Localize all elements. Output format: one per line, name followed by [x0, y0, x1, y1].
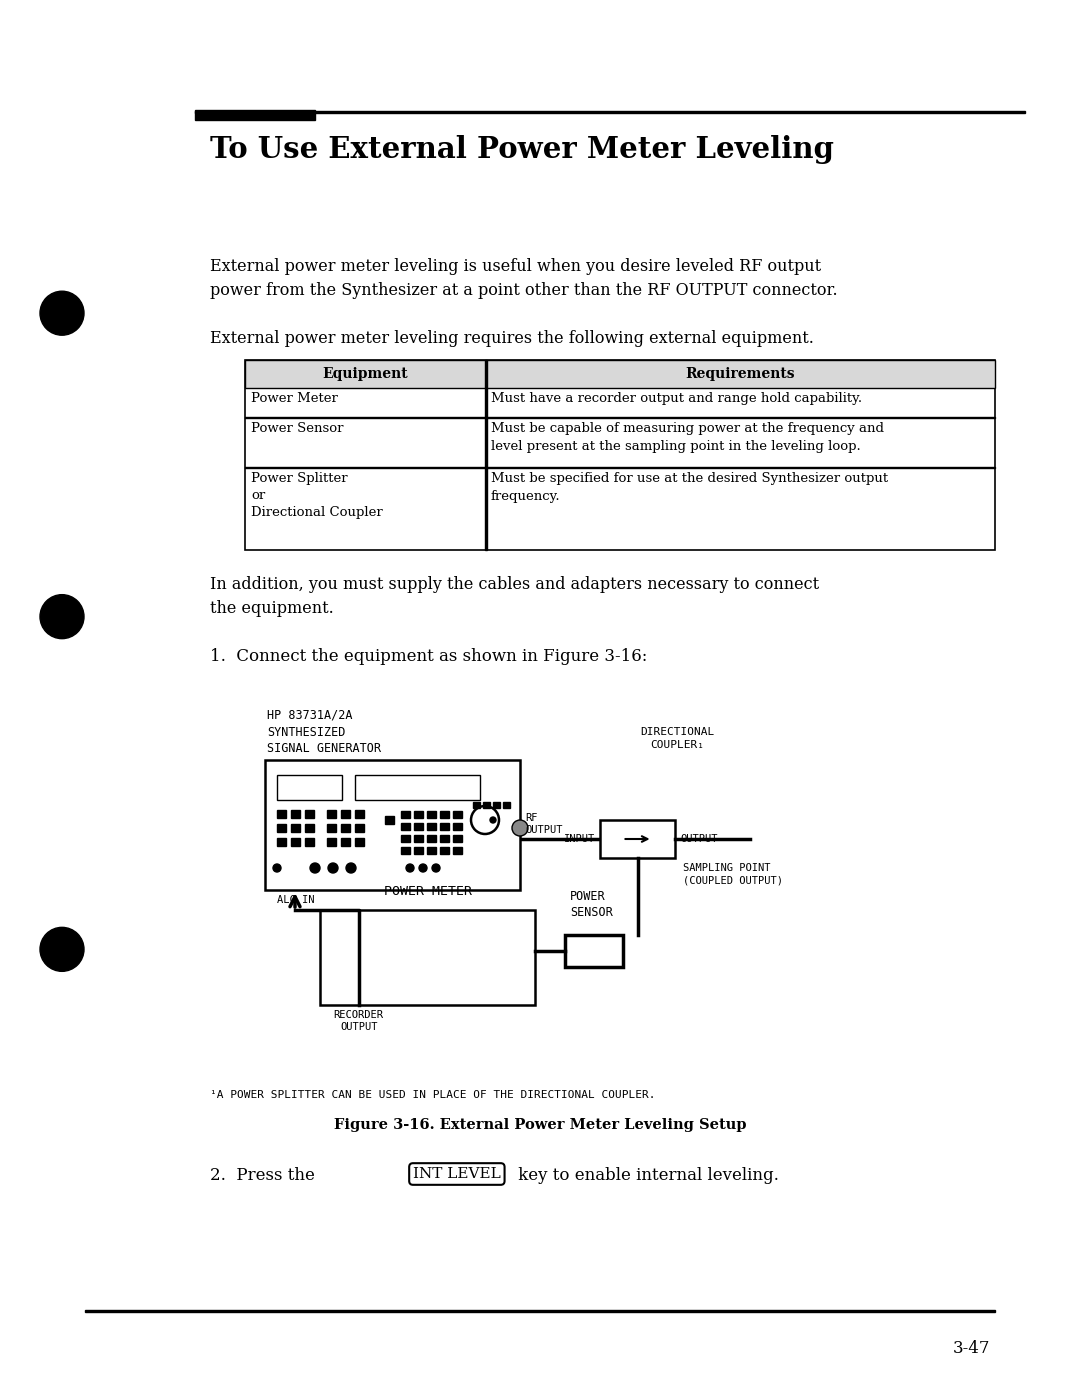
Text: INT LEVEL: INT LEVEL [413, 1166, 501, 1180]
Bar [440, 823, 449, 830]
Text: ALC IN: ALC IN [276, 895, 314, 905]
Bar [440, 846, 449, 855]
Bar [427, 812, 436, 818]
Text: Power Splitter
or
Directional Coupler: Power Splitter or Directional Coupler [251, 472, 382, 519]
Bar [565, 935, 623, 967]
Bar [453, 835, 462, 842]
Circle shape [432, 864, 440, 871]
Bar [453, 846, 462, 855]
Bar [453, 812, 462, 818]
Text: 3-47: 3-47 [953, 1340, 990, 1357]
Bar [327, 824, 336, 832]
Text: Equipment: Equipment [322, 367, 408, 381]
Bar [401, 846, 410, 855]
Bar [414, 823, 423, 830]
Bar [341, 810, 350, 818]
Bar [473, 802, 480, 807]
Circle shape [40, 594, 84, 639]
Text: HP 83731A/2A
SYNTHESIZED
SIGNAL GENERATOR: HP 83731A/2A SYNTHESIZED SIGNAL GENERATO… [267, 709, 381, 754]
Bar [305, 824, 314, 832]
Bar [276, 810, 286, 818]
Bar [265, 760, 519, 889]
Circle shape [490, 817, 496, 823]
Bar [427, 846, 436, 855]
Bar [414, 812, 423, 818]
Text: Must be capable of measuring power at the frequency and
level present at the sam: Must be capable of measuring power at th… [491, 422, 885, 452]
Bar [355, 810, 364, 818]
Bar [320, 910, 535, 1005]
Bar [195, 110, 315, 120]
Text: POWER METER: POWER METER [383, 885, 472, 898]
Bar [483, 802, 490, 807]
Text: External power meter leveling requires the following external equipment.: External power meter leveling requires t… [210, 330, 814, 347]
Text: RECORDER
OUTPUT: RECORDER OUTPUT [334, 1011, 383, 1033]
Circle shape [40, 291, 84, 335]
Text: External power meter leveling is useful when you desire leveled RF output
power : External power meter leveling is useful … [210, 258, 838, 299]
Bar [401, 823, 410, 830]
Circle shape [346, 863, 356, 873]
Bar [341, 838, 350, 846]
Bar [195, 111, 1025, 113]
Text: Must be specified for use at the desired Synthesizer output
frequency.: Must be specified for use at the desired… [491, 472, 888, 503]
Bar [427, 823, 436, 830]
Bar [414, 835, 423, 842]
Text: Power Sensor: Power Sensor [251, 422, 343, 434]
Bar [485, 361, 486, 550]
Text: SAMPLING POINT
(COUPLED OUTPUT): SAMPLING POINT (COUPLED OUTPUT) [683, 863, 783, 885]
Bar [327, 810, 336, 818]
Bar [492, 802, 500, 807]
Bar [440, 812, 449, 818]
Text: 2.  Press the: 2. Press the [210, 1166, 320, 1185]
Bar [355, 824, 364, 832]
Text: Power Meter: Power Meter [251, 393, 338, 405]
Circle shape [406, 864, 414, 871]
Bar [355, 838, 364, 846]
Bar [341, 824, 350, 832]
Bar [327, 838, 336, 846]
Circle shape [273, 864, 281, 871]
Bar [305, 810, 314, 818]
Bar [427, 835, 436, 842]
Text: POWER
SENSOR: POWER SENSOR [570, 889, 612, 919]
Text: OUTPUT: OUTPUT [680, 834, 717, 844]
Bar [503, 802, 510, 807]
Bar [600, 820, 675, 857]
Circle shape [40, 927, 84, 972]
Circle shape [419, 864, 427, 871]
Bar [291, 810, 300, 818]
Bar [440, 835, 449, 842]
Circle shape [310, 863, 320, 873]
Bar [414, 846, 423, 855]
Text: Figure 3-16. External Power Meter Leveling Setup: Figure 3-16. External Power Meter Leveli… [334, 1118, 746, 1132]
Text: key to enable internal leveling.: key to enable internal leveling. [513, 1166, 779, 1185]
Text: In addition, you must supply the cables and adapters necessary to connect
the eq: In addition, you must supply the cables … [210, 576, 819, 617]
Text: Requirements: Requirements [685, 367, 795, 381]
Bar [305, 838, 314, 846]
Bar [291, 838, 300, 846]
Bar [355, 775, 480, 800]
Text: ¹A POWER SPLITTER CAN BE USED IN PLACE OF THE DIRECTIONAL COUPLER.: ¹A POWER SPLITTER CAN BE USED IN PLACE O… [210, 1090, 656, 1100]
Bar [384, 816, 394, 824]
Bar [401, 812, 410, 818]
Circle shape [328, 863, 338, 873]
Bar [276, 824, 286, 832]
Text: 1.  Connect the equipment as shown in Figure 3-16:: 1. Connect the equipment as shown in Fig… [210, 649, 647, 665]
Bar [85, 1310, 995, 1313]
Bar [453, 823, 462, 830]
Text: RF
OUTPUT: RF OUTPUT [525, 813, 563, 835]
Circle shape [512, 820, 528, 837]
Bar [276, 838, 286, 846]
Bar [276, 775, 342, 800]
Bar [245, 361, 995, 550]
Bar [401, 835, 410, 842]
Text: DIRECTIONAL
COUPLER₁: DIRECTIONAL COUPLER₁ [640, 727, 715, 750]
Text: INPUT: INPUT [564, 834, 595, 844]
Text: To Use External Power Meter Leveling: To Use External Power Meter Leveling [210, 135, 834, 164]
Bar [245, 361, 995, 388]
Bar [291, 824, 300, 832]
Text: Must have a recorder output and range hold capability.: Must have a recorder output and range ho… [491, 393, 862, 405]
